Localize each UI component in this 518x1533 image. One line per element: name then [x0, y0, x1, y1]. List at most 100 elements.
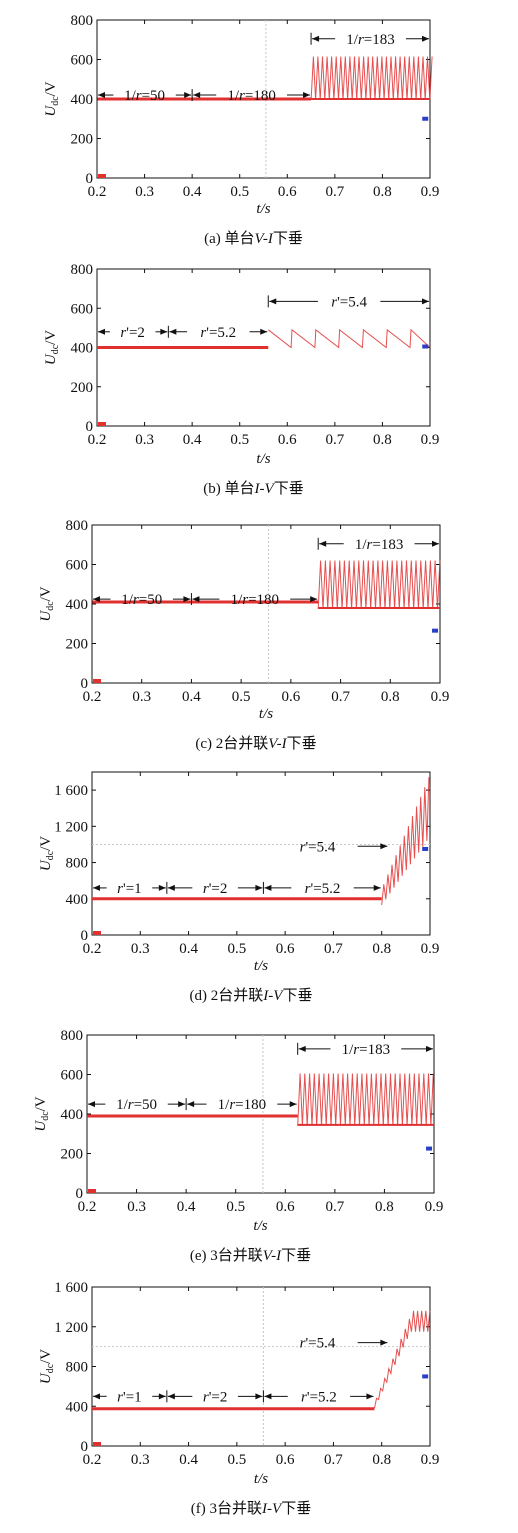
annotation-label: r'=2 — [203, 881, 228, 897]
x-tick-label: 0.5 — [232, 689, 251, 705]
annotation-arrowhead-left — [93, 884, 100, 891]
annotation-arrowhead-right — [260, 328, 268, 335]
x-tick-label: 0.8 — [373, 432, 392, 448]
annotation-arrowhead-right — [426, 1045, 433, 1052]
chart-c: 0.2 0.3 0.4 0.5 0.6 0.7 0.8 0.9 0 200 400 600 800 t/s… — [38, 518, 450, 752]
y-tick-label: 600 — [71, 301, 94, 317]
x-tick-label: 0.5 — [226, 1199, 245, 1215]
annotation-arrowhead-left — [269, 298, 277, 305]
x-tick-label: 0.2 — [83, 941, 102, 957]
figure-caption: (f) 3台并联I-V下垂 — [191, 1500, 311, 1517]
figure-caption: (c) 2台并联V-I下垂 — [195, 735, 316, 752]
y-tick-label: 1 200 — [54, 819, 88, 835]
annotation-arrowhead-left — [319, 540, 327, 547]
annotation-arrowhead-right — [422, 35, 429, 42]
y-axis-label: Udc/V — [38, 586, 56, 621]
annotation-arrowhead-right — [255, 1393, 263, 1400]
x-axis-label: t/s — [254, 1471, 268, 1487]
x-tick-label: 0.6 — [276, 941, 295, 957]
annotation-arrowhead-left — [167, 1393, 175, 1400]
x-tick-label: 0.7 — [325, 184, 344, 200]
annotation-arrowhead-left — [312, 35, 320, 42]
x-tick-label: 0.8 — [372, 941, 391, 957]
x-tick-label: 0.2 — [88, 432, 107, 448]
signal-oscillation — [297, 1073, 434, 1126]
panel-c: 0.2 0.3 0.4 0.5 0.6 0.7 0.8 0.9 0 200 400 600 800 t/s… — [0, 505, 518, 760]
y-tick-label: 1 600 — [54, 1280, 88, 1296]
x-tick-label: 0.8 — [381, 689, 400, 705]
y-tick-label: 800 — [66, 518, 89, 534]
annotation-arrowhead-right — [373, 884, 381, 891]
x-tick-label: 0.6 — [281, 689, 300, 705]
plot-frame — [91, 771, 431, 936]
x-tick-label: 0.7 — [325, 1199, 344, 1215]
annotation-label: 1/r=180 — [227, 88, 275, 104]
y-tick-label: 1 200 — [54, 1320, 88, 1336]
figure-caption: (b) 单台I-V下垂 — [203, 480, 303, 497]
x-tick-label: 0.6 — [276, 1199, 295, 1215]
x-tick-label: 0.8 — [372, 1452, 391, 1468]
panel-f: 0.2 0.3 0.4 0.5 0.6 0.7 0.8 0.9 0 400 800 1 200 1 60… — [0, 1273, 518, 1533]
x-tick-label: 0.4 — [183, 432, 202, 448]
x-axis-label: t/s — [254, 958, 268, 974]
annotation-arrowhead-left — [88, 1101, 95, 1108]
signal-oscillation — [310, 56, 433, 101]
annotation-arrowhead-left — [264, 1393, 272, 1400]
annotation-label: r'=2 — [120, 325, 145, 341]
annotation-arrowhead-left — [264, 884, 272, 891]
x-axis-label: t/s — [256, 201, 270, 217]
y-axis-label-text: Udc/V — [43, 330, 61, 365]
x-tick-label: 0.3 — [131, 941, 150, 957]
x-tick-label: 0.8 — [373, 184, 392, 200]
y-axis-label: Udc/V — [43, 330, 61, 365]
y-tick-label: 400 — [71, 341, 94, 357]
plot-frame — [91, 1286, 431, 1447]
y-tick-label: 200 — [61, 1147, 84, 1163]
chart-d: 0.2 0.3 0.4 0.5 0.6 0.7 0.8 0.9 0 400 800 1 200 1 60… — [38, 771, 439, 1004]
y-tick-label: 0 — [81, 928, 89, 944]
x-tick-label: 0.2 — [88, 184, 107, 200]
annotation-arrowhead-left — [93, 1393, 100, 1400]
annotation-label: r'=5.4 — [331, 294, 367, 310]
y-axis-label: Udc/V — [38, 836, 56, 871]
marker-point — [422, 116, 429, 121]
y-axis-label-text: Udc/V — [38, 586, 56, 621]
annotation-label: r'=1 — [117, 881, 142, 897]
startup-transient — [93, 679, 101, 683]
y-tick-label: 600 — [61, 1068, 84, 1084]
x-tick-label: 0.7 — [324, 1452, 343, 1468]
figure-caption: (a) 单台V-I下垂 — [204, 230, 303, 247]
x-tick-label: 0.4 — [177, 1199, 196, 1215]
annotation-arrowhead-left — [187, 1101, 195, 1108]
x-tick-label: 0.3 — [127, 1199, 146, 1215]
annotation-label: 1/r=50 — [121, 592, 162, 608]
marker-point — [422, 1374, 429, 1379]
x-tick-label: 0.3 — [135, 432, 154, 448]
panel-b: 0.2 0.3 0.4 0.5 0.6 0.7 0.8 0.9 0 200 400 600 800 t/s… — [0, 255, 518, 505]
y-tick-label: 800 — [66, 856, 89, 872]
annotation-label: r'=2 — [203, 1389, 228, 1405]
y-tick-label: 400 — [61, 1107, 84, 1123]
annotation-arrowhead-right — [303, 92, 311, 99]
x-tick-label: 0.2 — [78, 1199, 97, 1215]
startup-transient — [93, 931, 101, 935]
annotation-label: r'=5.2 — [301, 1389, 337, 1405]
annotation-arrowhead-left — [193, 92, 201, 99]
annotation-arrowhead-left — [169, 328, 177, 335]
x-axis-label: t/s — [259, 706, 273, 722]
annotation-arrowhead-left — [167, 884, 175, 891]
y-tick-label: 0 — [81, 676, 89, 692]
y-tick-label: 0 — [86, 419, 94, 435]
x-tick-label: 0.3 — [135, 184, 154, 200]
annotation-label: r'=1 — [117, 1389, 142, 1405]
annotation-arrowhead-right — [289, 1101, 297, 1108]
x-axis-label: t/s — [256, 451, 270, 467]
annotation-label: 1/r=180 — [231, 592, 279, 608]
annotation-arrowhead-right — [178, 1101, 186, 1108]
y-tick-label: 400 — [66, 1399, 89, 1415]
panel-d: 0.2 0.3 0.4 0.5 0.6 0.7 0.8 0.9 0 400 800 1 200 1 60… — [0, 760, 518, 1015]
annotation-label: 1/r=183 — [355, 537, 403, 553]
signal-oscillation — [317, 560, 441, 609]
x-tick-label: 0.4 — [183, 184, 202, 200]
x-tick-label: 0.9 — [431, 689, 450, 705]
